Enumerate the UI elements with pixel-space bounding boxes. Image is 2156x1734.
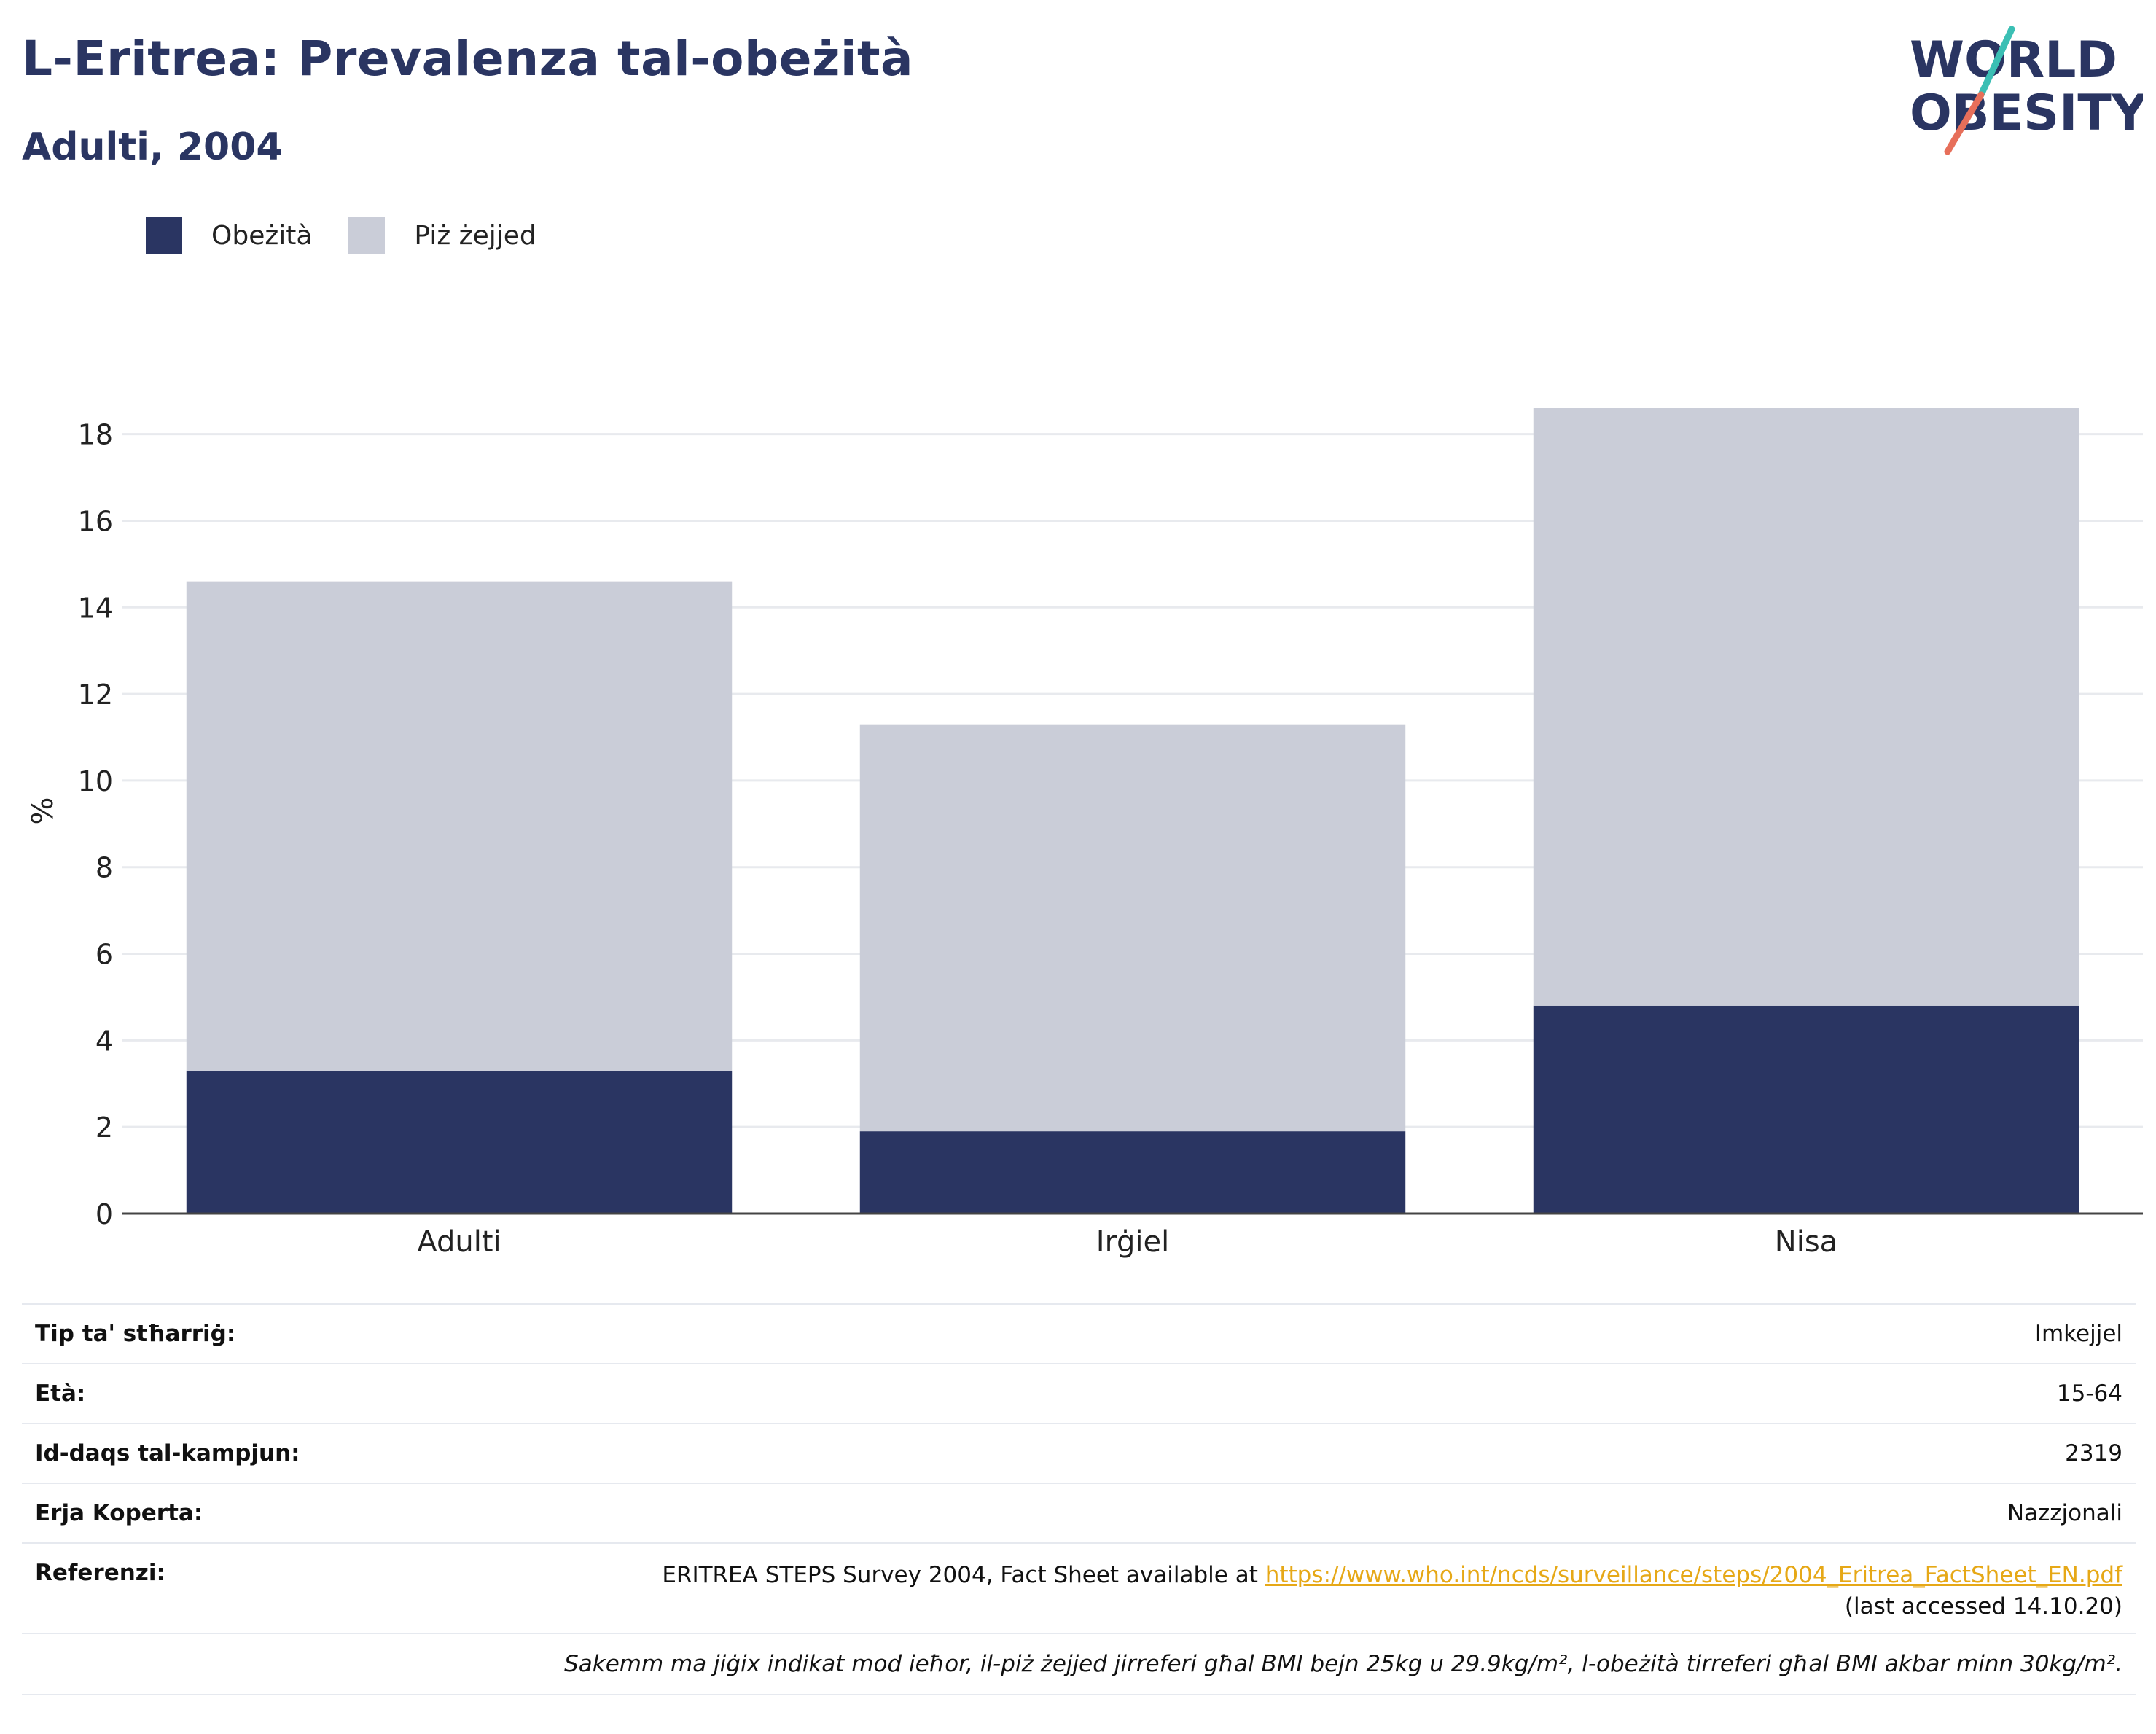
legend-swatch-overweight bbox=[348, 217, 386, 254]
info-key: Id-daqs tal-kampjun: bbox=[35, 1440, 300, 1467]
info-key: Tip ta' stħarriġ: bbox=[35, 1321, 236, 1347]
info-row-references: Referenzi: ERITREA STEPS Survey 2004, Fa… bbox=[22, 1544, 2136, 1634]
chart-title: L-Eritrea: Prevalenza tal-obeżità bbox=[22, 31, 914, 87]
bar-segment-obesity bbox=[186, 1070, 733, 1214]
logo-slash-top bbox=[1977, 26, 2015, 98]
y-tick-label: 10 bbox=[78, 765, 113, 797]
reference-text-before: ERITREA STEPS Survey 2004, Fact Sheet av… bbox=[662, 1562, 1265, 1588]
y-tick-label: 6 bbox=[95, 939, 113, 971]
bar-segment-overweight bbox=[186, 581, 733, 1071]
bar-segment-overweight bbox=[1533, 408, 2079, 1006]
info-value: 2319 bbox=[2065, 1440, 2122, 1467]
info-value: Imkejjel bbox=[2034, 1320, 2122, 1347]
logo-slash-bottom bbox=[1944, 91, 1985, 155]
bmi-footnote: Sakemm ma jiġix indikat mod ieħor, il-pi… bbox=[564, 1651, 2122, 1677]
y-axis-label: % bbox=[26, 797, 60, 824]
y-tick-label: 2 bbox=[95, 1112, 113, 1144]
footnote-row: Sakemm ma jiġix indikat mod ieħor, il-pi… bbox=[22, 1634, 2136, 1695]
info-row-survey-type: Tip ta' stħarriġ: Imkejjel bbox=[22, 1305, 2136, 1364]
info-key: Erja Koperta: bbox=[35, 1500, 203, 1526]
survey-info-table: Tip ta' stħarriġ: Imkejjel Età: 15-64 Id… bbox=[22, 1303, 2136, 1695]
reference-text: ERITREA STEPS Survey 2004, Fact Sheet av… bbox=[662, 1560, 2122, 1622]
logo-line1: WORLD bbox=[1910, 31, 2117, 89]
info-row-age: Età: 15-64 bbox=[22, 1364, 2136, 1424]
info-row-area-covered: Erja Koperta: Nazzjonali bbox=[22, 1484, 2136, 1544]
info-key: Età: bbox=[35, 1380, 86, 1407]
y-tick-label: 12 bbox=[78, 679, 113, 711]
x-tick-label: Irġiel bbox=[1096, 1225, 1169, 1259]
y-tick-label: 0 bbox=[95, 1198, 113, 1230]
y-tick-label: 4 bbox=[95, 1025, 113, 1057]
stacked-bar-chart: 0 2 4 6 8 10 12 14 16 18% Adulti Irġiel Nisa bbox=[26, 408, 2143, 1259]
world-obesity-logo: WORLD OBESITY bbox=[1910, 26, 2143, 155]
y-tick-label: 8 bbox=[95, 852, 113, 884]
logo-line2: OBESITY bbox=[1910, 85, 2143, 142]
x-tick-label: Adulti bbox=[417, 1225, 501, 1259]
legend-label-overweight: Piż żejjed bbox=[414, 220, 536, 251]
info-key: Referenzi: bbox=[35, 1560, 165, 1586]
reference-link[interactable]: https://www.who.int/ncds/surveillance/st… bbox=[1265, 1562, 2122, 1588]
bar-segment-overweight bbox=[859, 724, 1406, 1132]
reference-text-after: (last accessed 14.10.20) bbox=[1844, 1593, 2122, 1620]
y-tick-label: 18 bbox=[78, 419, 113, 451]
legend-label-obesity: Obeżità bbox=[211, 220, 313, 251]
legend: Obeżità Piż żejjed bbox=[146, 217, 573, 254]
legend-item-obesity[interactable]: Obeżità bbox=[146, 217, 312, 254]
chart-subtitle: Adulti, 2004 bbox=[22, 125, 283, 169]
x-tick-label: Nisa bbox=[1775, 1225, 1837, 1259]
bar-segment-obesity bbox=[859, 1131, 1406, 1214]
y-tick-label: 16 bbox=[78, 505, 113, 537]
bar-segment-obesity bbox=[1533, 1005, 2079, 1214]
y-tick-label: 14 bbox=[78, 592, 113, 624]
info-value: 15-64 bbox=[2056, 1380, 2122, 1407]
info-row-sample-size: Id-daqs tal-kampjun: 2319 bbox=[22, 1424, 2136, 1484]
legend-item-overweight[interactable]: Piż żejjed bbox=[348, 217, 536, 254]
info-value: Nazzjonali bbox=[2007, 1499, 2122, 1526]
legend-swatch-obesity bbox=[146, 217, 182, 254]
